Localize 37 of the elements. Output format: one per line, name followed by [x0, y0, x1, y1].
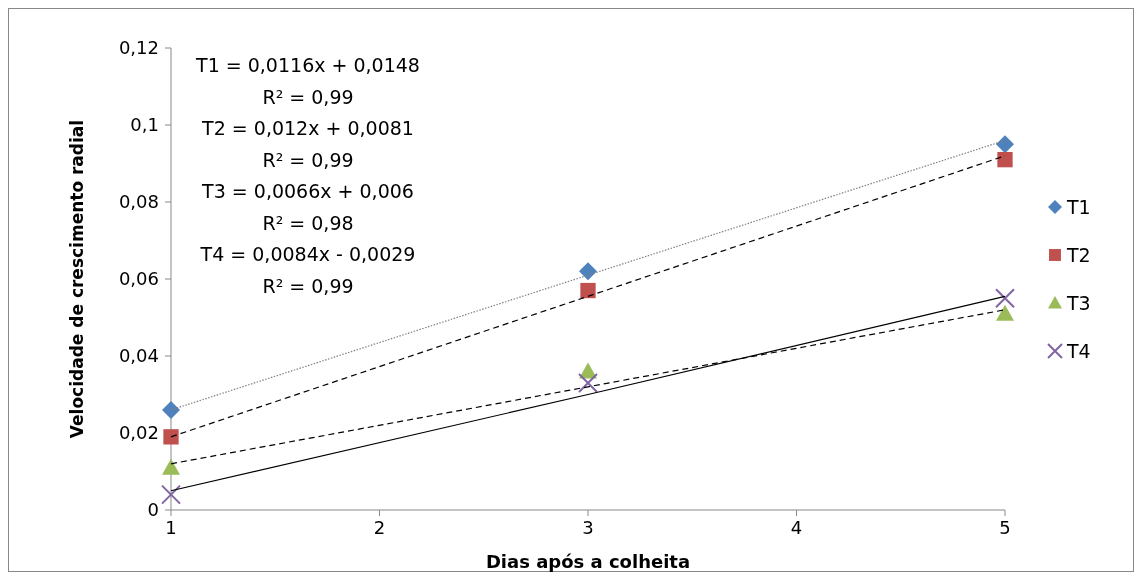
- point: [996, 304, 1014, 321]
- annotation: T2 = 0,012x + 0,0081: [201, 117, 414, 139]
- y-tick-label: 0,08: [118, 191, 159, 213]
- x-axis-title: Dias após a colheita: [485, 551, 691, 572]
- y-axis-title: Velocidade de crescimento radial: [67, 119, 87, 439]
- annotation: T3 = 0,0066x + 0,006: [201, 180, 414, 202]
- point: [997, 152, 1013, 168]
- x-tick-label: 1: [165, 517, 177, 538]
- point: [996, 135, 1014, 154]
- point: [995, 288, 1015, 309]
- y-tick-label: 0,02: [118, 422, 159, 444]
- x-tick-label: 4: [790, 517, 803, 538]
- annotation: T4 = 0,0084x - 0,0029: [199, 243, 416, 265]
- y-tick-label: 0,06: [118, 268, 159, 290]
- annotation: T1 = 0,0116x + 0,0148: [195, 54, 420, 76]
- point: [579, 262, 597, 281]
- point: [580, 282, 596, 299]
- legend-label: T4: [1066, 339, 1091, 362]
- y-tick-label: 0: [147, 499, 159, 521]
- point: [578, 372, 598, 393]
- annotation: R² = 0,99: [262, 85, 354, 108]
- point: [161, 484, 181, 505]
- point: [163, 429, 179, 445]
- y-tick-label: 0,12: [118, 37, 159, 59]
- point: [162, 458, 180, 475]
- x-tick-label: 5: [999, 517, 1011, 538]
- y-tick-label: 0,04: [118, 345, 159, 367]
- x-tick-label: 2: [373, 517, 386, 538]
- annotation: R² = 0,98: [262, 211, 354, 234]
- point: [162, 400, 180, 419]
- x-tick-label: 3: [582, 517, 594, 538]
- legend-label: T2: [1066, 243, 1091, 266]
- legend-label: T3: [1066, 291, 1091, 314]
- y-tick-label: 0,1: [130, 114, 159, 136]
- annotation: R² = 0,99: [262, 274, 354, 297]
- legend-label: T1: [1066, 195, 1091, 218]
- annotation: R² = 0,99: [262, 148, 354, 171]
